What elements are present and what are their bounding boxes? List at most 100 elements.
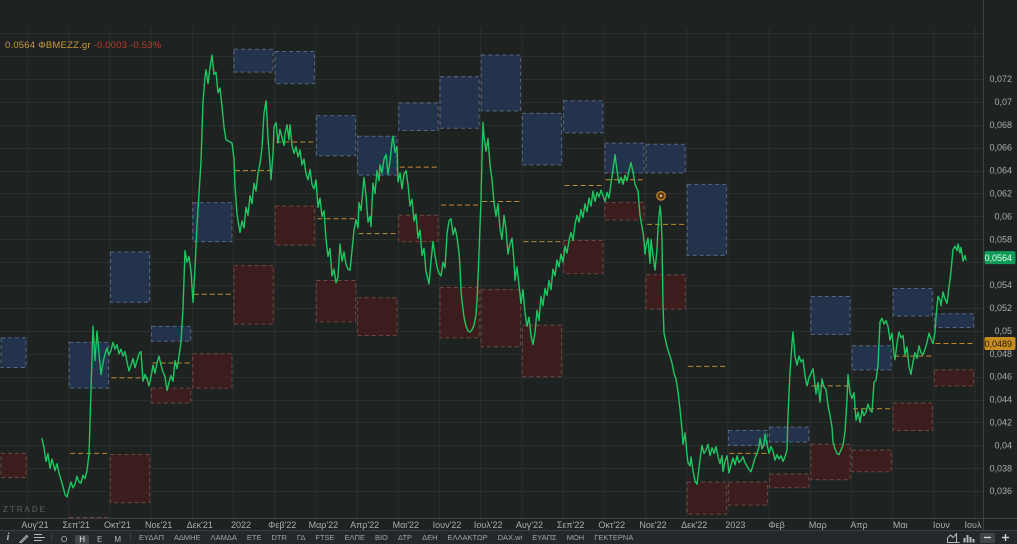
zoom-out-button[interactable]	[980, 532, 995, 543]
symbol-shortcut-ΕΥΔΑΠ[interactable]: ΕΥΔΑΠ	[139, 532, 164, 542]
y-tick-label: 0,04	[994, 440, 1012, 450]
timeframe-button-Ε[interactable]: Ε	[97, 534, 103, 544]
y-tick-label: 0,046	[989, 372, 1012, 382]
monthly-down-zone	[192, 353, 233, 389]
monthly-down-zone	[439, 286, 480, 339]
x-tick-label: Δεκ'22	[681, 520, 707, 530]
price-line-series	[41, 54, 967, 498]
monthly-up-zone	[521, 112, 563, 166]
symbol-shortcut-ΛΑΜΔΑ[interactable]: ΛΑΜΔΑ	[210, 532, 237, 542]
symbol-shortcut-ΕΥΑΠΣ[interactable]: ΕΥΑΠΣ	[532, 532, 557, 542]
monthly-down-zone	[274, 205, 315, 246]
symbol-shortcut-ΒΙΟ[interactable]: ΒΙΟ	[374, 532, 388, 542]
monthly-up-zone	[439, 76, 480, 129]
y-tick-label: 0,036	[989, 486, 1012, 496]
monthly-up-zone	[233, 48, 274, 73]
x-tick-label: Μαρ	[809, 520, 827, 530]
monthly-up-zone	[68, 341, 109, 389]
list-settings-icon[interactable]	[32, 532, 48, 543]
monthly-down-zone	[0, 452, 27, 478]
monthly-up-zone	[192, 202, 233, 243]
x-tick-label: 2023	[725, 520, 745, 530]
area-chart-icon[interactable]	[945, 532, 961, 543]
last-price-badge: 0,0564	[984, 251, 1016, 265]
symbol-shortcut-ΑΔΜΗΕ[interactable]: ΑΔΜΗΕ	[173, 532, 201, 542]
monthly-down-zone	[604, 202, 645, 221]
monthly-down-zone	[892, 402, 933, 432]
y-tick-label: 0,07	[994, 97, 1012, 107]
monthly-up-zone	[274, 51, 315, 85]
x-tick-label: Ιουλ'22	[474, 520, 503, 530]
price-change: -0.0003	[93, 40, 128, 51]
x-tick-label: Απρ	[850, 520, 867, 530]
x-tick-label: Ιουλ	[965, 520, 982, 530]
y-tick-label: 0,066	[989, 143, 1012, 153]
draw-tool-icon[interactable]	[16, 532, 32, 543]
y-tick-label: 0,058	[989, 234, 1012, 244]
x-tick-label: Απρ'22	[350, 520, 379, 530]
y-tick-label: 0,048	[989, 349, 1012, 359]
price-change-percent: -0.53%	[130, 40, 162, 51]
x-axis-labels[interactable]: Αυγ'21 Σεπ'21 Οκτ'21 Νοε'21 Δεκ'21 2022 Φεβ'22…	[21, 520, 982, 530]
x-tick-label: Μαι'22	[393, 520, 419, 530]
x-tick-label: Δεκ'21	[187, 520, 213, 530]
price-badge-label: 0,0564	[984, 253, 1012, 263]
price-chart-canvas[interactable]: 0,072 0,07 0,068 0,066 0,064 0,062 0,06 0,058 0,…	[0, 0, 1017, 531]
y-tick-label: 0,042	[989, 418, 1012, 428]
monthly-down-zone	[480, 289, 521, 348]
event-marker	[656, 190, 666, 201]
symbol-shortcut-ΓΔ[interactable]: ΓΔ	[296, 532, 306, 542]
monthly-up-zone	[604, 142, 645, 174]
monthly-down-zone	[68, 517, 109, 518]
monthly-down-zone	[521, 324, 563, 378]
symbol-shortcut-ΔΕΗ[interactable]: ΔΕΗ	[422, 532, 438, 542]
x-tick-label: Νοε'22	[639, 520, 666, 530]
y-tick-label: 0,05	[994, 326, 1012, 336]
monthly-down-zone	[851, 449, 892, 473]
x-tick-label: Οκτ'22	[598, 520, 625, 530]
histogram-icon[interactable]	[961, 532, 977, 543]
monthly-up-zone	[686, 183, 727, 256]
symbol-shortcut-ΔΤΡ[interactable]: ΔΤΡ	[397, 532, 413, 542]
symbol-shortcut-DAX.wi[interactable]: DAX.wi	[497, 532, 523, 542]
y-tick-label: 0,062	[989, 189, 1012, 199]
symbol-shortcut-ΕΛΠΕ[interactable]: ΕΛΠΕ	[344, 532, 365, 542]
zones-group	[0, 48, 975, 518]
event-marker-dot	[659, 194, 663, 197]
ticker-header: 0.0564 ΦΒΜΕΖΖ.gr -0.0003 -0.53%	[5, 40, 161, 51]
symbol-name: ΦΒΜΕΖΖ.gr	[38, 40, 91, 51]
zoom-in-button[interactable]	[998, 533, 1013, 543]
symbol-shortcut-ΕΛΛΑΚΤΩΡ[interactable]: ΕΛΛΑΚΤΩΡ	[447, 532, 488, 542]
monthly-up-zone	[151, 325, 192, 342]
monthly-up-zone	[315, 115, 357, 157]
price-badge-bg	[984, 251, 1016, 265]
symbol-shortcut-ΕΤΕ[interactable]: ΕΤΕ	[246, 532, 262, 542]
y-tick-label: 0,072	[989, 74, 1012, 84]
info-icon[interactable]: i	[6, 532, 10, 543]
monthly-down-zone	[933, 369, 975, 387]
timeframe-button-Η[interactable]: Η	[75, 534, 90, 544]
timeframe-button-Ο[interactable]: Ο	[61, 534, 68, 544]
monthly-up-zone	[810, 296, 851, 335]
x-tick-label: Αυγ'21	[21, 520, 48, 530]
y-tick-label: 0,038	[989, 463, 1012, 473]
ztrade-watermark: ZTRADE	[3, 505, 47, 514]
symbol-shortcut-group: ΕΥΔΑΠ ΑΔΜΗΕ ΛΑΜΔΑ ΕΤΕ DTR ΓΔ FTSE ΕΛΠΕ ΒΙΟ ΔΤΡ ΔΕΗ…	[134, 533, 638, 543]
monthly-down-zone	[769, 473, 810, 489]
symbol-shortcut-DTR[interactable]: DTR	[271, 532, 287, 542]
y-axis-labels[interactable]: 0,072 0,07 0,068 0,066 0,064 0,062 0,06 0,058 0,…	[989, 74, 1012, 496]
symbol-shortcut-FTSE[interactable]: FTSE	[315, 532, 335, 542]
toolbar-right-group	[945, 532, 1013, 543]
y-tick-label: 0,052	[989, 303, 1012, 313]
symbol-shortcut-ΜΟΗ[interactable]: ΜΟΗ	[566, 532, 585, 542]
symbol-shortcut-ΓΕΚΤΕΡΝΑ[interactable]: ΓΕΚΤΕΡΝΑ	[594, 532, 634, 542]
timeframe-button-Μ[interactable]: Μ	[114, 534, 122, 544]
monthly-down-zone	[645, 274, 686, 310]
price-badge-label: 0,0489	[984, 339, 1012, 349]
toolbar-divider	[130, 533, 132, 542]
monthly-up-zone	[769, 426, 810, 443]
x-tick-label: Νοε'21	[145, 520, 172, 530]
